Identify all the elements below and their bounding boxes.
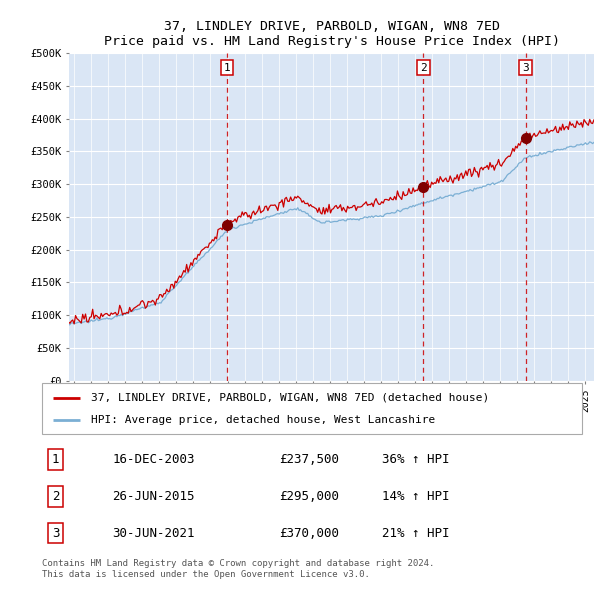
- Text: HPI: Average price, detached house, West Lancashire: HPI: Average price, detached house, West…: [91, 415, 435, 425]
- Text: £370,000: £370,000: [280, 527, 340, 540]
- Text: 1: 1: [52, 453, 59, 466]
- Text: 1: 1: [223, 63, 230, 73]
- Text: 36% ↑ HPI: 36% ↑ HPI: [382, 453, 450, 466]
- Text: 3: 3: [52, 527, 59, 540]
- Text: 3: 3: [522, 63, 529, 73]
- Text: 14% ↑ HPI: 14% ↑ HPI: [382, 490, 450, 503]
- Text: 26-JUN-2015: 26-JUN-2015: [112, 490, 195, 503]
- Text: 30-JUN-2021: 30-JUN-2021: [112, 527, 195, 540]
- Text: Contains HM Land Registry data © Crown copyright and database right 2024.: Contains HM Land Registry data © Crown c…: [42, 559, 434, 568]
- FancyBboxPatch shape: [42, 384, 582, 434]
- Text: £295,000: £295,000: [280, 490, 340, 503]
- Text: This data is licensed under the Open Government Licence v3.0.: This data is licensed under the Open Gov…: [42, 570, 370, 579]
- Text: 16-DEC-2003: 16-DEC-2003: [112, 453, 195, 466]
- Text: 21% ↑ HPI: 21% ↑ HPI: [382, 527, 450, 540]
- Title: 37, LINDLEY DRIVE, PARBOLD, WIGAN, WN8 7ED
Price paid vs. HM Land Registry's Hou: 37, LINDLEY DRIVE, PARBOLD, WIGAN, WN8 7…: [104, 20, 560, 48]
- Text: 2: 2: [52, 490, 59, 503]
- Text: 37, LINDLEY DRIVE, PARBOLD, WIGAN, WN8 7ED (detached house): 37, LINDLEY DRIVE, PARBOLD, WIGAN, WN8 7…: [91, 392, 489, 402]
- Text: £237,500: £237,500: [280, 453, 340, 466]
- Text: 2: 2: [420, 63, 427, 73]
